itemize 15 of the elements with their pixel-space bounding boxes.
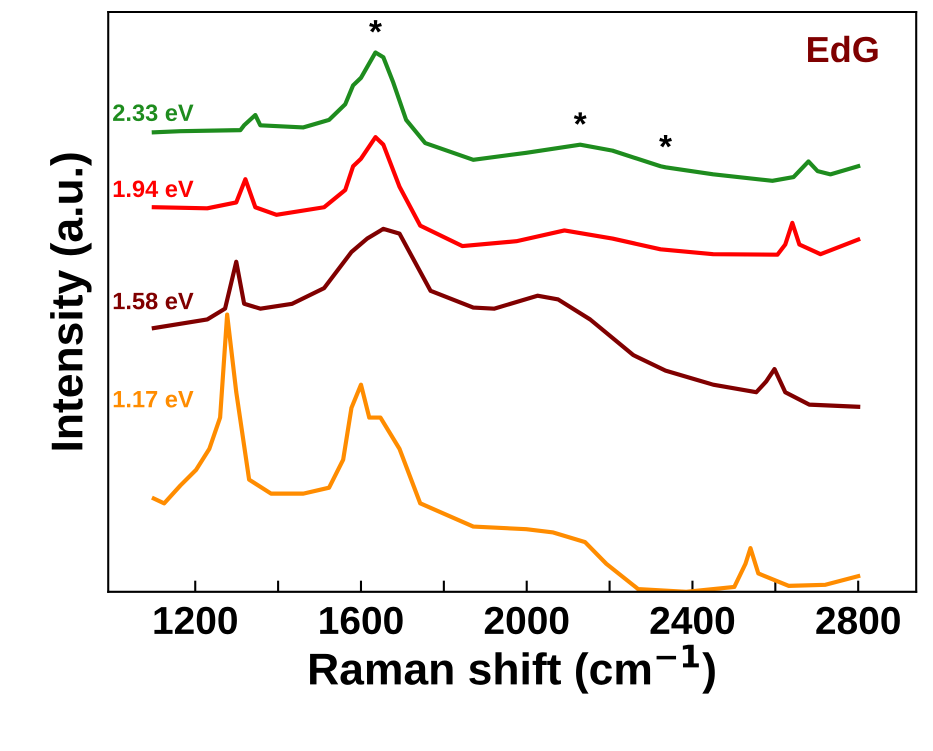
x-tick-label: 1600 (320, 606, 403, 634)
series-label: 1.94 eV (114, 180, 194, 198)
y-axis-title: Intensity (a.u.) (50, 153, 92, 450)
series-label: 1.17 eV (114, 391, 194, 408)
annotation: * (659, 134, 672, 148)
annotation: * (369, 20, 382, 32)
x-axis-title: Raman shift (cm$^{−1}$) (310, 644, 715, 694)
annotation: * (574, 112, 587, 125)
x-tick-label: 2800 (816, 606, 900, 634)
series-label: 1.58 eV (114, 292, 194, 310)
series-label: 2.33 eV (113, 104, 194, 122)
x-tick-label: 2000 (484, 606, 568, 634)
annotation: EdG (808, 36, 878, 62)
x-tick-label: 1200 (154, 606, 237, 634)
x-tick-label: 2400 (650, 606, 734, 634)
